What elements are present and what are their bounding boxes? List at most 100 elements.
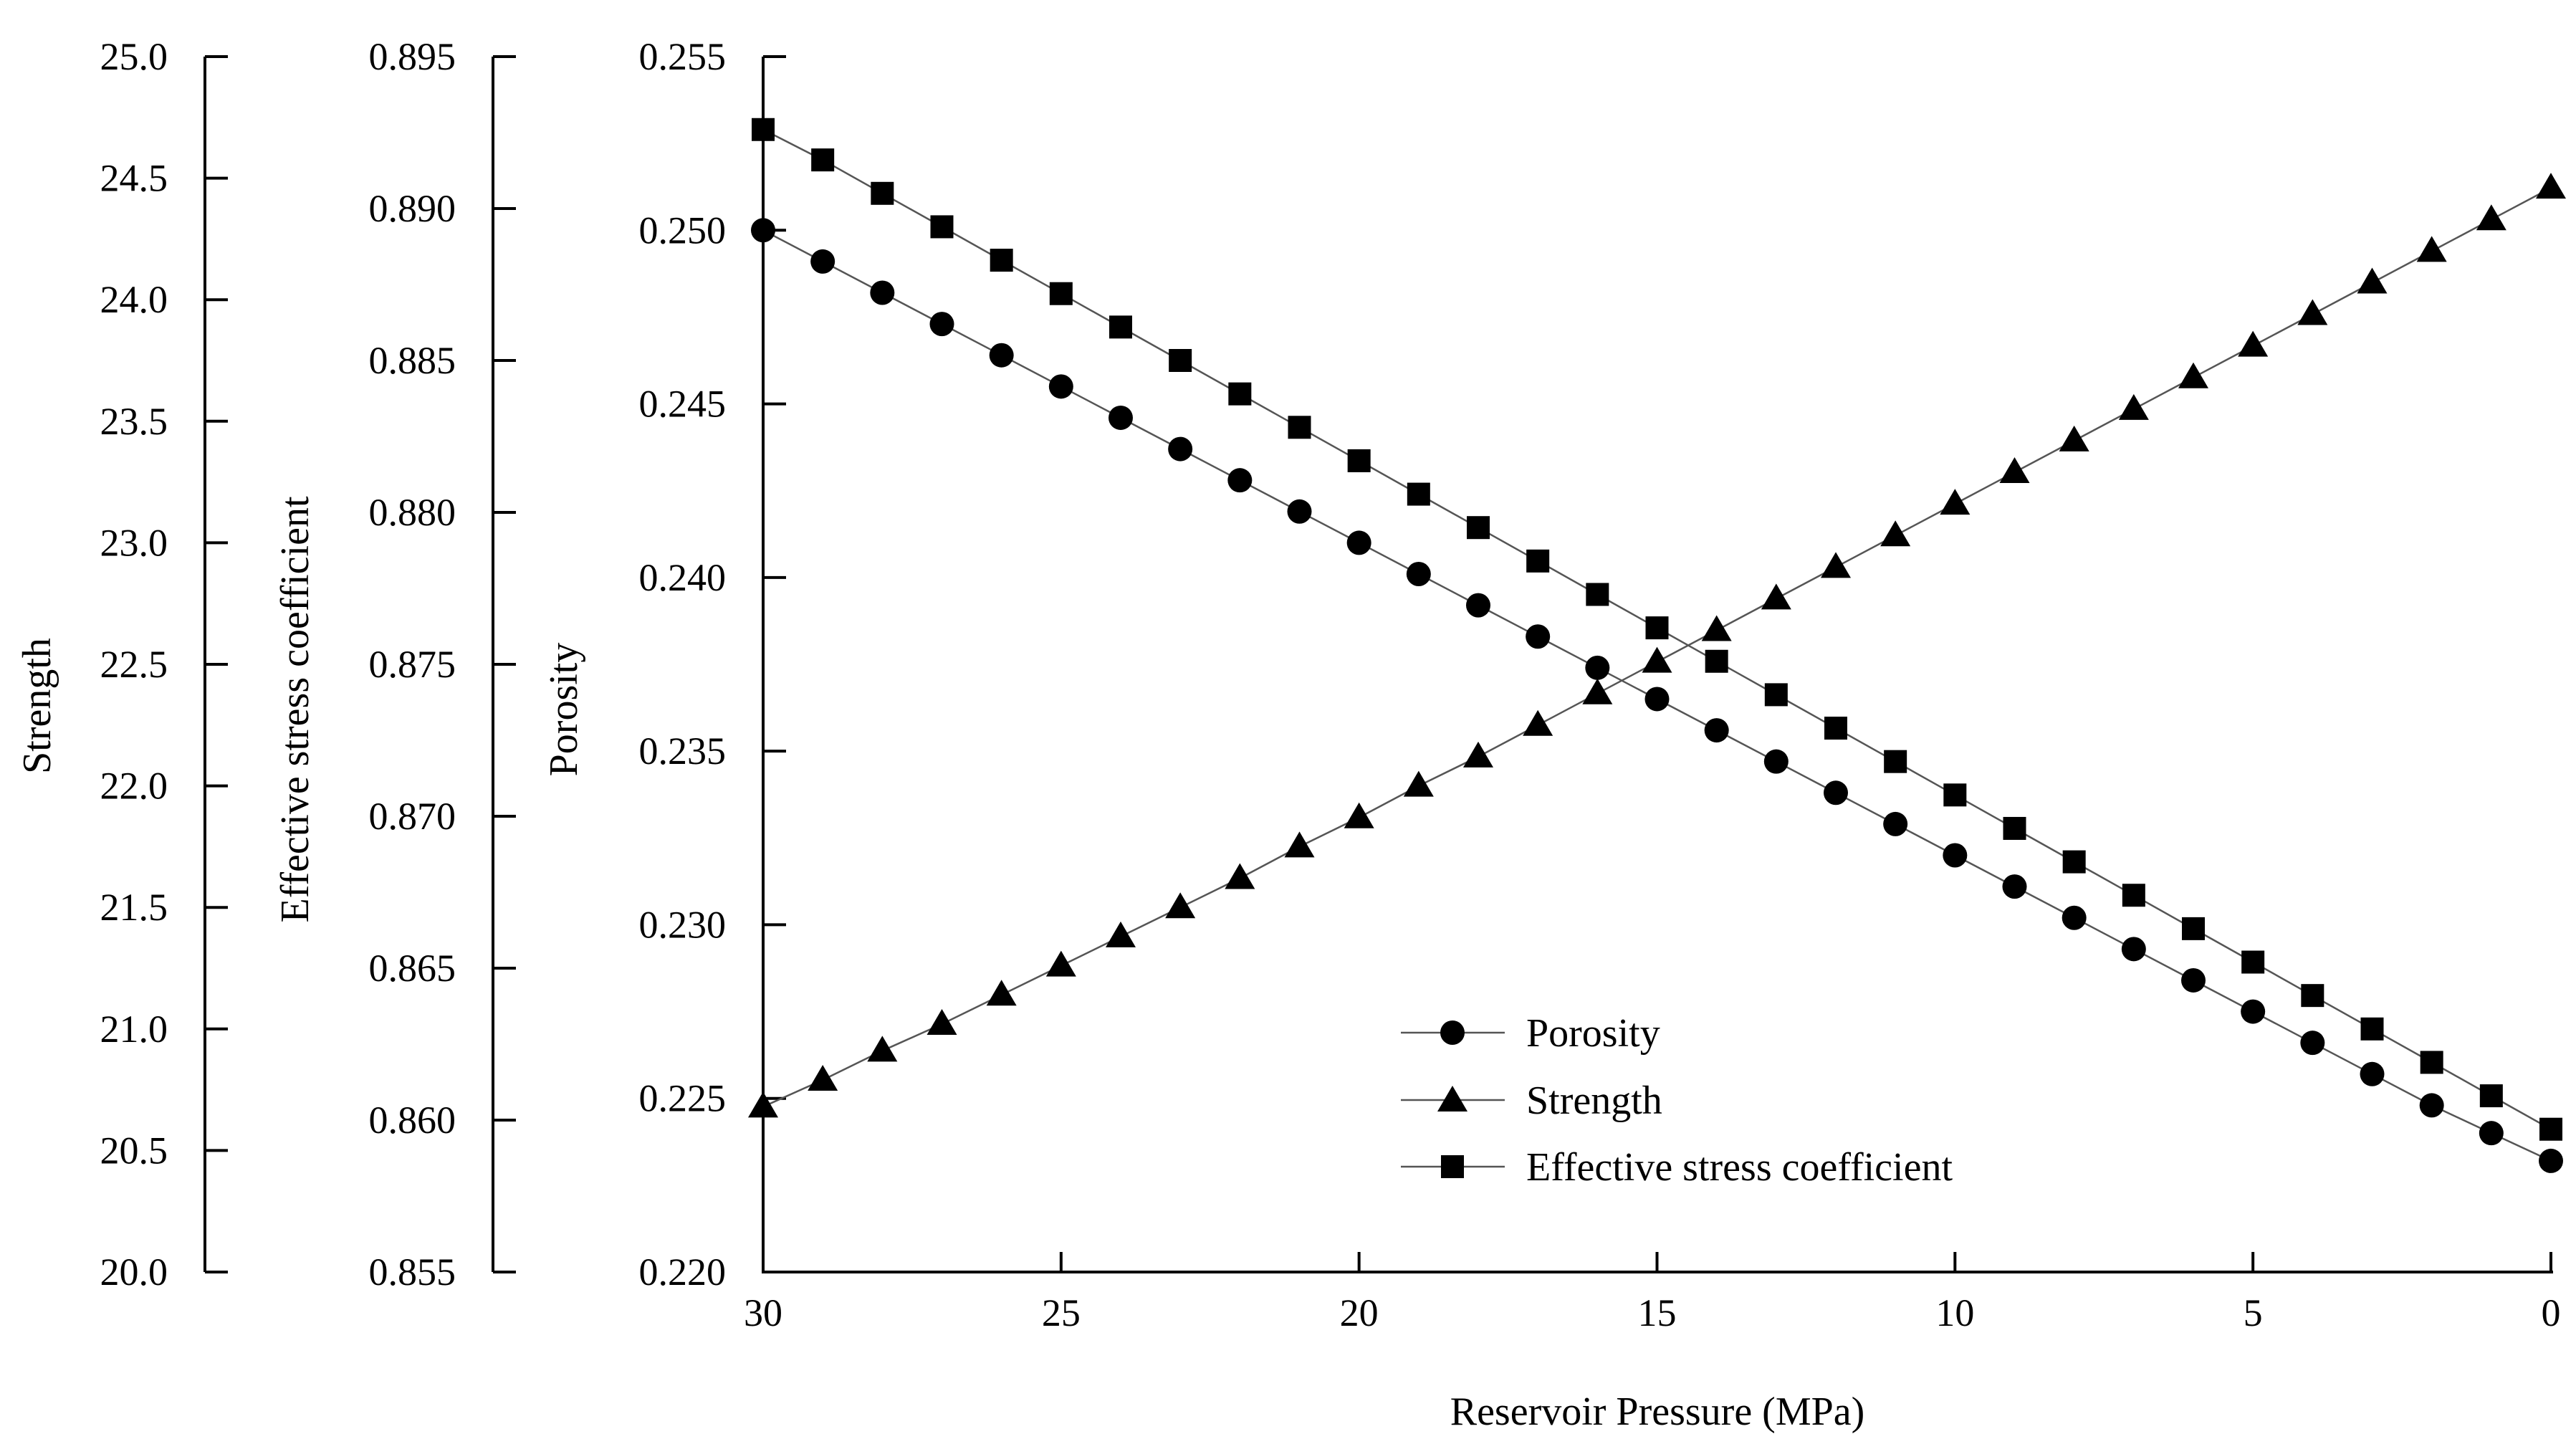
data-point-strength: [1582, 678, 1613, 704]
strength-tick-label: 22.5: [100, 643, 168, 686]
porosity-tick-label: 0.225: [639, 1077, 727, 1120]
data-point-strength: [1165, 892, 1196, 919]
data-point-strength: [1940, 489, 1971, 515]
data-point-porosity: [2360, 1061, 2385, 1086]
data-point-porosity: [1763, 749, 1789, 774]
data-point-porosity: [1585, 655, 1610, 680]
strength-tick-label: 23.0: [100, 521, 168, 564]
data-point-effective-stress-coefficient: [1467, 516, 1490, 540]
effective-stress-coefficient-axis: 0.855 0.860 0.865 0.870 0.875 0.880 0.885 0.890…: [273, 35, 516, 1294]
data-point-effective-stress-coefficient: [2539, 1117, 2562, 1141]
x-tick-label: 20: [1340, 1291, 1379, 1334]
data-point-effective-stress-coefficient: [1109, 315, 1132, 339]
data-point-strength: [1463, 741, 1493, 768]
porosity-tick-label: 0.240: [639, 556, 727, 599]
legend-entry-porosity: Porosity: [1401, 1011, 1660, 1056]
data-point-strength: [1225, 863, 1255, 889]
data-point-effective-stress-coefficient: [990, 249, 1013, 272]
porosity-tick-label: 0.245: [639, 383, 727, 426]
data-point-strength: [1284, 831, 1315, 858]
data-point-porosity: [1109, 405, 1133, 430]
data-point-porosity: [1227, 468, 1253, 493]
x-tick-label: 25: [1042, 1291, 1081, 1334]
data-point-effective-stress-coefficient: [1645, 616, 1669, 640]
legend: Porosity Strength Effective stress coeff…: [1401, 1011, 1953, 1190]
data-point-effective-stress-coefficient: [1943, 783, 1967, 807]
data-point-effective-stress-coefficient: [2122, 884, 2145, 907]
data-point-strength: [1045, 950, 1076, 977]
legend-marker-circle: [1440, 1020, 1465, 1045]
series-strength: [748, 173, 2566, 1118]
data-point-porosity: [1824, 780, 1848, 805]
legend-entry-effective-stress-coefficient: Effective stress coefficient: [1401, 1145, 1953, 1190]
data-point-strength: [2476, 204, 2506, 231]
data-point-effective-stress-coefficient: [2420, 1051, 2443, 1074]
data-point-effective-stress-coefficient: [1169, 349, 1192, 372]
data-point-effective-stress-coefficient: [1347, 449, 1371, 472]
data-point-effective-stress-coefficient: [1288, 416, 1311, 439]
data-point-porosity: [1048, 374, 1073, 399]
data-point-strength: [1880, 520, 1911, 547]
data-point-porosity: [1287, 499, 1312, 524]
esc-axis-title: Effective stress coefficient: [273, 496, 317, 922]
data-point-porosity: [1406, 562, 1431, 587]
esc-tick-label: 0.885: [369, 339, 456, 382]
data-point-effective-stress-coefficient: [871, 181, 894, 205]
data-point-strength: [2297, 299, 2328, 325]
legend-label-porosity: Porosity: [1526, 1011, 1660, 1056]
data-point-strength: [2059, 425, 2089, 451]
data-point-porosity: [2419, 1093, 2444, 1118]
data-point-effective-stress-coefficient: [1407, 482, 1430, 506]
data-point-effective-stress-coefficient: [2479, 1084, 2503, 1108]
esc-tick-label: 0.865: [369, 947, 456, 990]
strength-tick-label: 21.5: [100, 886, 168, 929]
data-point-strength: [1761, 583, 1791, 610]
data-point-effective-stress-coefficient: [2360, 1017, 2384, 1041]
data-point-strength: [1403, 770, 1434, 797]
porosity-tick-label: 0.220: [639, 1251, 727, 1294]
data-point-strength: [986, 980, 1017, 1006]
strength-axis-title: Strength: [15, 638, 59, 774]
data-point-effective-stress-coefficient: [1228, 382, 1252, 406]
esc-tick-label: 0.890: [369, 187, 456, 230]
data-point-porosity: [2002, 874, 2027, 899]
legend-entry-strength: Strength: [1401, 1079, 1662, 1123]
esc-tick-label: 0.875: [369, 643, 456, 686]
strength-tick-label: 21.0: [100, 1008, 168, 1051]
esc-tick-label: 0.880: [369, 491, 456, 534]
strength-tick-label: 24.0: [100, 278, 168, 321]
legend-marker-triangle: [1437, 1086, 1467, 1111]
data-point-porosity: [2539, 1148, 2563, 1173]
porosity-tick-label: 0.250: [639, 209, 727, 252]
x-tick-label: 10: [1935, 1291, 1974, 1334]
data-point-strength: [2238, 330, 2269, 357]
x-tick-label: 15: [1638, 1291, 1677, 1334]
esc-tick-label: 0.855: [369, 1251, 456, 1294]
data-point-strength: [1701, 615, 1732, 641]
data-point-porosity: [870, 280, 895, 305]
data-point-porosity: [1644, 687, 1670, 712]
data-point-effective-stress-coefficient: [1824, 717, 1847, 740]
esc-tick-label: 0.870: [369, 795, 456, 838]
data-point-strength: [1523, 709, 1553, 736]
strength-tick-label: 20.5: [100, 1129, 168, 1172]
data-point-effective-stress-coefficient: [1764, 683, 1788, 707]
strength-tick-label: 20.0: [100, 1251, 168, 1294]
data-point-porosity: [1346, 530, 1371, 555]
legend-label-strength: Strength: [1526, 1079, 1662, 1123]
strength-tick-label: 24.5: [100, 157, 168, 200]
legend-marker-square: [1441, 1155, 1464, 1178]
data-point-effective-stress-coefficient: [752, 118, 775, 141]
data-point-effective-stress-coefficient: [2062, 850, 2086, 874]
data-point-strength: [2178, 362, 2208, 388]
porosity-tick-label: 0.230: [639, 903, 727, 946]
porosity-axis-title: Porosity: [542, 643, 586, 777]
strength-tick-label: 23.5: [100, 400, 168, 443]
data-point-strength: [867, 1036, 898, 1062]
data-point-porosity: [929, 312, 954, 337]
strength-tick-label: 22.0: [100, 765, 168, 808]
data-point-strength: [748, 1091, 778, 1118]
esc-tick-label: 0.895: [369, 35, 456, 78]
data-point-effective-stress-coefficient: [2182, 917, 2205, 940]
